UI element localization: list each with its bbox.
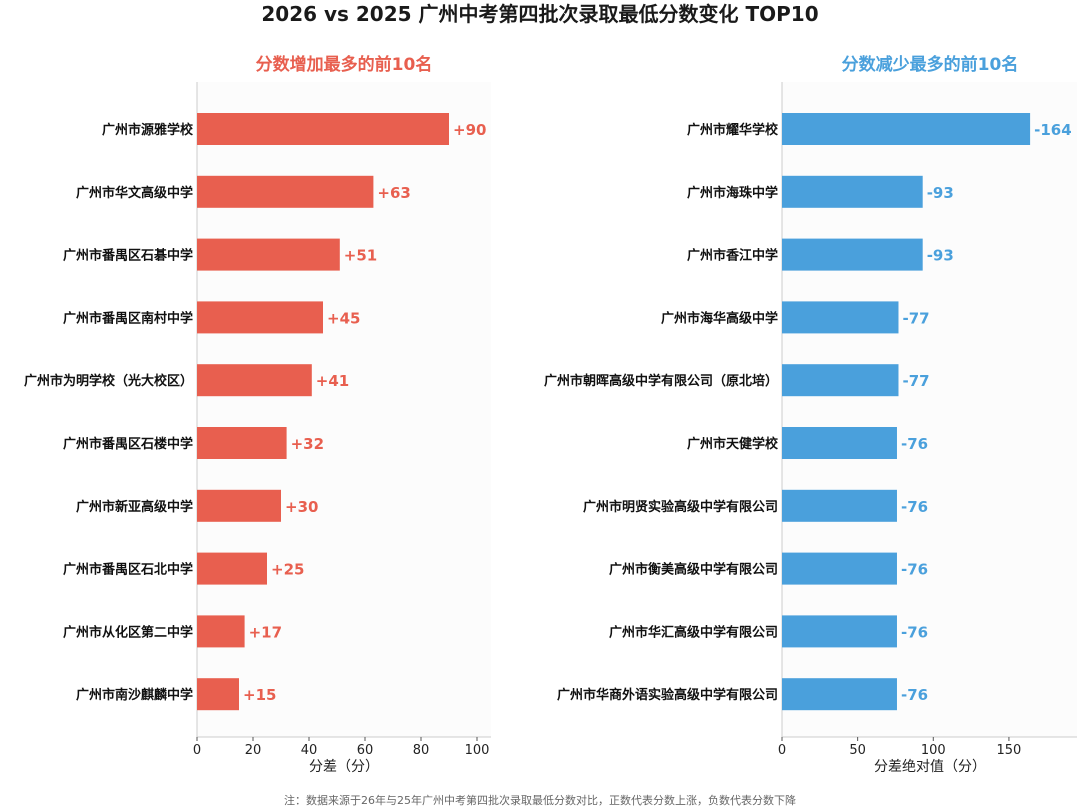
- value-label: +41: [316, 372, 349, 390]
- value-label: +45: [327, 309, 360, 327]
- bar: [197, 301, 323, 334]
- bar: [782, 364, 899, 397]
- bar: [782, 489, 897, 522]
- category-label: 广州市新亚高级中学: [76, 499, 193, 515]
- value-label: +17: [249, 623, 282, 641]
- value-label: -164: [1034, 121, 1072, 139]
- x-tick-label: 50: [849, 743, 866, 758]
- category-label: 广州市海华高级中学: [661, 310, 778, 326]
- bar: [782, 427, 897, 459]
- value-label: +25: [271, 561, 304, 579]
- x-tick-label: 40: [301, 743, 318, 758]
- bar: [197, 678, 239, 711]
- category-label: 广州市华文高级中学: [76, 185, 193, 201]
- value-label: -76: [901, 435, 928, 453]
- bar: [197, 615, 245, 648]
- category-label: 广州市番禺区南村中学: [63, 310, 193, 326]
- value-label: +32: [291, 435, 324, 453]
- bar: [197, 364, 312, 397]
- x-tick-label: 0: [778, 743, 786, 758]
- category-label: 广州市番禺区石楼中学: [63, 436, 193, 452]
- x-axis-label: 分差（分）: [309, 759, 379, 775]
- value-label: -93: [927, 184, 954, 202]
- value-label: -77: [902, 309, 929, 327]
- bar: [197, 175, 374, 208]
- category-label: 广州市香江中学: [687, 248, 778, 264]
- bar: [782, 678, 897, 711]
- bar: [197, 113, 449, 145]
- category-label: 广州市天健学校: [687, 436, 779, 452]
- value-label: +15: [243, 686, 276, 704]
- bar: [782, 615, 897, 648]
- bar: [197, 238, 340, 271]
- x-tick-label: 80: [413, 743, 430, 758]
- x-tick-label: 150: [997, 743, 1022, 758]
- category-label: 广州市明贤实验高级中学有限公司: [583, 499, 778, 515]
- panel-title: 分数增加最多的前10名: [256, 54, 433, 75]
- value-label: -76: [901, 623, 928, 641]
- bar: [197, 427, 287, 459]
- category-label: 广州市朝晖高级中学有限公司（原北培）: [544, 373, 778, 389]
- value-label: -76: [901, 561, 928, 579]
- chart-title: 2026 vs 2025 广州中考第四批次录取最低分数变化 TOP10: [261, 2, 818, 26]
- bar: [782, 113, 1031, 145]
- x-tick-label: 60: [357, 743, 374, 758]
- x-tick-label: 0: [193, 743, 201, 758]
- bar: [197, 552, 267, 585]
- bar: [782, 238, 923, 271]
- category-label: 广州市海珠中学: [687, 185, 778, 201]
- value-label: +63: [377, 184, 410, 202]
- category-label: 广州市华汇高级中学有限公司: [609, 624, 778, 640]
- category-label: 广州市为明学校（光大校区）: [24, 373, 193, 389]
- value-label: -76: [901, 686, 928, 704]
- bar: [197, 489, 281, 522]
- category-label: 广州市番禺区石北中学: [63, 562, 193, 578]
- category-label: 广州市华商外语实验高级中学有限公司: [557, 687, 778, 703]
- category-label: 广州市衡美高级中学有限公司: [609, 562, 778, 578]
- panel-title: 分数减少最多的前10名: [842, 54, 1019, 75]
- footnote: 注：数据来源于26年与25年广州中考第四批次录取最低分数对比，正数代表分数上涨，…: [284, 793, 796, 807]
- bar: [782, 301, 899, 334]
- x-tick-label: 100: [465, 743, 490, 758]
- value-label: +90: [453, 121, 486, 139]
- x-tick-label: 20: [245, 743, 262, 758]
- value-label: -93: [927, 247, 954, 265]
- category-label: 广州市从化区第二中学: [63, 624, 193, 640]
- category-label: 广州市源雅学校: [102, 122, 194, 138]
- category-label: 广州市番禺区石碁中学: [63, 248, 193, 264]
- value-label: +51: [344, 247, 377, 265]
- x-axis-label: 分差绝对值（分）: [874, 759, 986, 775]
- value-label: -76: [901, 498, 928, 516]
- category-label: 广州市南沙麒麟中学: [76, 687, 193, 703]
- x-tick-label: 100: [921, 743, 946, 758]
- value-label: +30: [285, 498, 318, 516]
- value-label: -77: [902, 372, 929, 390]
- category-label: 广州市耀华学校: [687, 122, 779, 138]
- bar: [782, 175, 923, 208]
- bar: [782, 552, 897, 585]
